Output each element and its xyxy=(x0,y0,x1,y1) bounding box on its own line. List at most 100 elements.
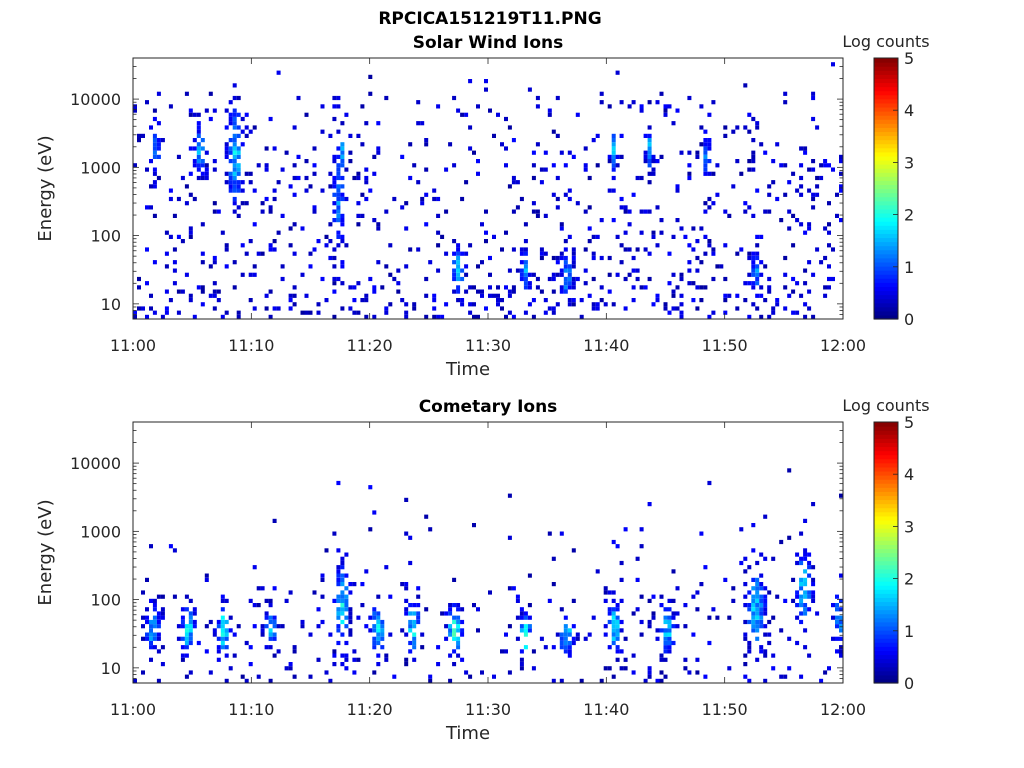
spectrogram-cell xyxy=(799,586,804,591)
spectrogram-cell xyxy=(583,268,588,273)
spectrogram-cell xyxy=(156,636,161,641)
spectrogram-cell xyxy=(244,251,249,256)
spectrogram-cell xyxy=(256,251,261,256)
spectrogram-cell xyxy=(145,632,149,637)
spectrogram-cell xyxy=(747,255,752,261)
spectrogram-cell xyxy=(264,611,269,616)
spectrogram-cell xyxy=(356,310,361,315)
spectrogram-cell xyxy=(460,112,465,117)
spectrogram-cell xyxy=(519,666,524,671)
spectrogram-cell xyxy=(232,175,237,181)
spectrogram-cell xyxy=(440,234,445,239)
spectrogram-cell xyxy=(511,175,516,181)
spectrogram-cell xyxy=(180,607,185,612)
spectrogram-cell xyxy=(292,302,297,307)
spectrogram-cell xyxy=(228,138,233,143)
spectrogram-cell xyxy=(284,598,289,603)
colorbar-swatch xyxy=(874,196,898,202)
spectrogram-cell xyxy=(264,306,269,311)
spectrogram-cell xyxy=(312,209,317,214)
spectrogram-cell xyxy=(248,662,253,667)
spectrogram-cell xyxy=(619,628,624,633)
spectrogram-cell xyxy=(787,180,792,185)
spectrogram-cell xyxy=(496,298,500,303)
spectrogram-cell xyxy=(344,552,349,557)
spectrogram-cell xyxy=(759,594,764,599)
colorbar-swatch xyxy=(874,310,898,316)
spectrogram-cell xyxy=(515,594,520,599)
spectrogram-cell xyxy=(807,565,812,570)
spectrogram-cell xyxy=(340,184,345,189)
spectrogram-cell xyxy=(280,624,285,629)
spectrogram-cell xyxy=(799,594,804,599)
spectrogram-cell xyxy=(567,632,572,637)
spectrogram-cell xyxy=(412,624,417,629)
spectrogram-cell xyxy=(240,188,245,193)
spectrogram-cell xyxy=(743,662,748,667)
spectrogram-cell xyxy=(272,636,277,641)
spectrogram-cell xyxy=(172,260,177,265)
spectrogram-cell xyxy=(655,100,660,105)
colorbar-swatch xyxy=(874,654,898,660)
x-axis-label: Time xyxy=(445,723,490,744)
spectrogram-cell xyxy=(587,175,592,181)
spectrogram-cell xyxy=(204,163,209,168)
x-tick-label: 11:50 xyxy=(702,336,748,355)
spectrogram-cell xyxy=(507,670,512,675)
spectrogram-cell xyxy=(340,196,345,202)
spectrogram-cell xyxy=(340,175,345,181)
spectrogram-cell xyxy=(515,615,520,620)
spectrogram-cell xyxy=(675,586,680,591)
spectrogram-cell xyxy=(755,607,760,612)
spectrogram-cell xyxy=(751,281,756,286)
spectrogram-cell xyxy=(408,603,413,608)
colorbar-swatch xyxy=(874,495,898,501)
spectrogram-cell xyxy=(567,268,572,273)
spectrogram-cell xyxy=(735,251,740,256)
spectrogram-cell xyxy=(567,628,572,633)
colorbar-swatch xyxy=(874,74,898,79)
x-tick-label: 11:30 xyxy=(465,700,511,719)
spectrogram-cell xyxy=(551,306,556,311)
spectrogram-cell xyxy=(831,636,835,641)
spectrogram-cell xyxy=(723,577,728,582)
spectrogram-cell xyxy=(224,142,229,147)
spectrogram-cell xyxy=(799,192,804,197)
y-tick-label: 10 xyxy=(101,659,121,678)
spectrogram-cell xyxy=(655,243,660,248)
spectrogram-cell xyxy=(476,289,480,294)
spectrogram-cell xyxy=(452,662,457,667)
spectrogram-cell xyxy=(835,649,839,654)
spectrogram-cell xyxy=(244,112,249,117)
x-tick-label: 12:00 xyxy=(820,700,866,719)
spectrogram-cell xyxy=(340,632,345,637)
spectrogram-cell xyxy=(647,146,652,151)
spectrogram-cell xyxy=(751,116,756,122)
spectrogram-cell xyxy=(703,159,708,164)
spectrogram-cell xyxy=(188,615,193,620)
spectrogram-cell xyxy=(224,154,229,159)
spectrogram-cell xyxy=(747,272,752,277)
spectrogram-cell xyxy=(228,175,233,181)
spectrogram-cell xyxy=(160,645,165,650)
spectrogram-cell xyxy=(500,298,504,303)
spectrogram-cell xyxy=(755,624,760,629)
spectrogram-cell xyxy=(759,615,764,620)
y-tick-label: 1000 xyxy=(80,522,121,541)
colorbar-swatch xyxy=(874,168,898,173)
spectrogram-cell xyxy=(767,276,772,282)
spectrogram-cell xyxy=(200,146,205,151)
spectrogram-cell xyxy=(515,636,520,641)
spectrogram-cell xyxy=(188,171,193,176)
spectrogram-cell xyxy=(523,285,528,290)
spectrogram-cell xyxy=(823,293,828,298)
spectrogram-cell xyxy=(647,133,652,138)
spectrogram-cell xyxy=(611,674,616,679)
spectrogram-cell xyxy=(376,121,381,126)
spectrogram-cell xyxy=(452,615,457,620)
spectrogram-cell xyxy=(376,226,381,231)
spectrogram-cell xyxy=(396,268,401,273)
colorbar-swatch xyxy=(874,625,898,631)
spectrogram-cell xyxy=(571,260,576,265)
spectrogram-cell xyxy=(839,493,843,498)
